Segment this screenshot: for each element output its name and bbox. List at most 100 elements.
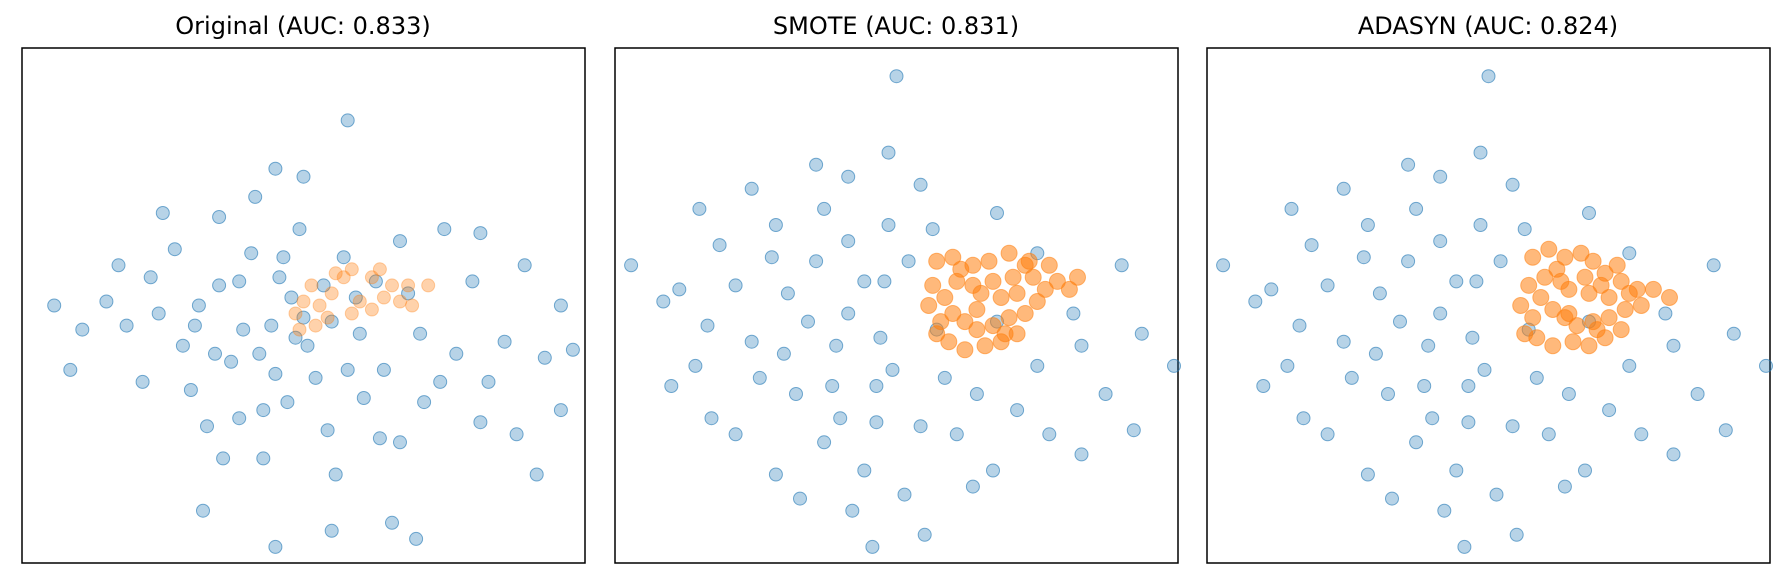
minority-point xyxy=(288,306,303,321)
majority-point xyxy=(216,451,231,466)
majority-point xyxy=(1248,294,1263,309)
majority-point xyxy=(1622,246,1637,261)
minority-point xyxy=(1564,333,1582,351)
majority-point xyxy=(340,113,355,128)
majority-point xyxy=(1726,326,1741,341)
minority-point xyxy=(1592,276,1610,294)
majority-point xyxy=(1280,358,1295,373)
points-layer xyxy=(624,69,1181,554)
majority-point xyxy=(1489,487,1504,502)
minority-point xyxy=(980,252,998,270)
majority-point xyxy=(990,206,1004,220)
majority-point xyxy=(817,201,832,216)
minority-point xyxy=(1020,252,1038,270)
majority-point xyxy=(801,314,815,329)
minority-point xyxy=(976,337,994,355)
majority-point xyxy=(1098,387,1113,401)
panel-original xyxy=(21,47,586,564)
panel-adasyn xyxy=(1206,47,1773,564)
majority-point xyxy=(296,310,311,325)
majority-point xyxy=(1284,201,1299,216)
majority-point xyxy=(328,467,343,482)
majority-point xyxy=(224,354,239,369)
majority-point xyxy=(1264,282,1279,297)
majority-point xyxy=(885,362,900,377)
majority-point xyxy=(155,206,170,220)
majority-point xyxy=(841,306,856,321)
majority-point xyxy=(768,218,783,232)
minority-point xyxy=(421,278,436,293)
minority-point xyxy=(296,294,311,309)
majority-point xyxy=(1167,358,1181,373)
majority-point xyxy=(537,350,552,365)
majority-point xyxy=(437,222,452,237)
majority-point xyxy=(793,491,807,506)
majority-point xyxy=(672,282,687,297)
minority-point xyxy=(1560,305,1578,322)
minority-point xyxy=(1524,248,1542,266)
majority-point xyxy=(191,298,206,313)
majority-point xyxy=(1505,177,1520,192)
minority-point xyxy=(344,306,359,321)
majority-point xyxy=(75,322,90,337)
majority-point xyxy=(99,294,114,309)
majority-point xyxy=(553,403,568,418)
majority-point xyxy=(865,539,880,554)
minority-point xyxy=(344,262,359,277)
majority-point xyxy=(1433,234,1448,249)
majority-point xyxy=(789,387,803,401)
majority-point xyxy=(336,250,351,265)
majority-point xyxy=(1134,326,1149,341)
majority-point xyxy=(268,366,283,381)
majority-point xyxy=(986,463,1000,478)
majority-point xyxy=(236,322,251,337)
minority-point xyxy=(1644,280,1662,298)
minority-point xyxy=(304,278,319,293)
minority-point xyxy=(376,290,391,305)
majority-point xyxy=(1216,258,1231,273)
majority-point xyxy=(937,370,952,385)
minority-point xyxy=(1528,329,1546,347)
majority-point xyxy=(409,531,424,546)
minority-point xyxy=(996,325,1014,343)
majority-point xyxy=(340,362,355,377)
majority-point xyxy=(280,395,295,410)
majority-point xyxy=(473,415,488,430)
majority-point xyxy=(1457,539,1472,554)
minority-point xyxy=(1008,284,1026,302)
majority-point xyxy=(1066,306,1081,321)
majority-point xyxy=(1074,447,1089,462)
majority-point xyxy=(1425,411,1440,426)
minority-point xyxy=(968,301,986,318)
majority-point xyxy=(47,298,62,313)
majority-point xyxy=(244,246,259,261)
minority-point xyxy=(928,252,946,270)
minority-point xyxy=(1004,268,1022,286)
majority-point xyxy=(256,451,271,466)
minority-point xyxy=(1536,268,1554,286)
majority-point xyxy=(187,318,202,333)
minority-point xyxy=(940,333,958,351)
majority-point xyxy=(413,326,428,341)
majority-point xyxy=(1465,330,1480,345)
majority-point xyxy=(881,145,896,160)
majority-point xyxy=(1602,403,1617,418)
minority-point xyxy=(1520,276,1538,294)
majority-point xyxy=(1473,145,1488,160)
majority-point xyxy=(1557,479,1572,494)
majority-point xyxy=(256,403,271,418)
majority-point xyxy=(248,189,263,204)
majority-point xyxy=(119,318,134,333)
minority-point xyxy=(336,270,351,285)
majority-point xyxy=(692,201,707,216)
minority-point xyxy=(968,321,986,339)
majority-point xyxy=(292,222,307,237)
majority-point xyxy=(196,503,210,518)
majority-point xyxy=(869,379,884,393)
minority-point xyxy=(401,278,416,293)
majority-point xyxy=(728,427,743,442)
minority-point xyxy=(992,289,1010,306)
majority-point xyxy=(1561,387,1576,401)
majority-point xyxy=(829,338,844,353)
majority-point xyxy=(664,379,679,393)
